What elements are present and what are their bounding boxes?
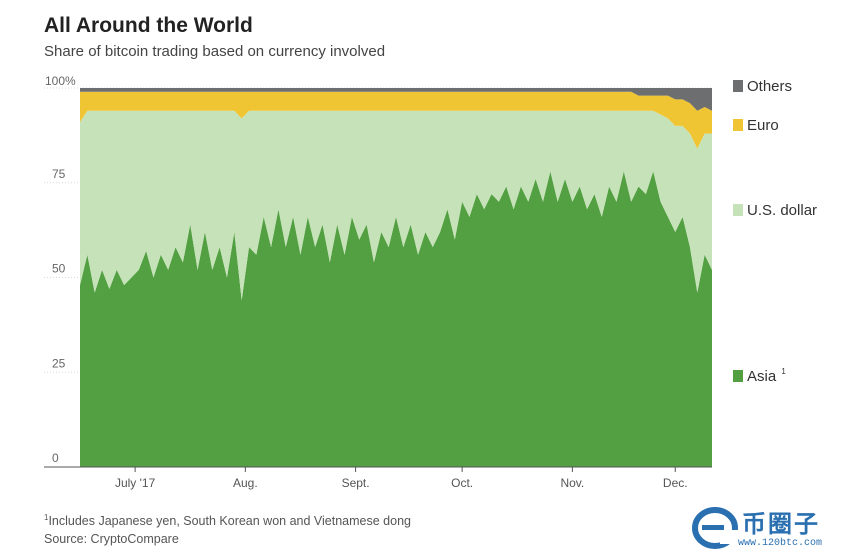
legend-swatch-u-s-dollar xyxy=(733,204,743,216)
area-euro xyxy=(80,91,712,149)
x-tick-label-july: July '17 xyxy=(115,476,156,490)
chart-title: All Around the World xyxy=(44,14,253,37)
e-logo-icon xyxy=(692,507,738,549)
area-u-s-dollar xyxy=(80,110,712,301)
watermark-logo: 币圈子 www.120btc.com xyxy=(690,500,840,555)
x-tick-label-nov: Nov. xyxy=(560,476,584,490)
footnote: 1Includes Japanese yen, South Korean won… xyxy=(44,513,411,529)
watermark-url: www.120btc.com xyxy=(738,538,823,549)
x-tick-label-dec: Dec. xyxy=(663,476,688,490)
legend-label-euro: Euro xyxy=(747,117,779,134)
source-note: Source: CryptoCompare xyxy=(44,532,179,546)
legend-label-asia: Asia xyxy=(747,368,777,385)
legend-marker-asia: 1 xyxy=(781,367,786,376)
legend-swatch-euro xyxy=(733,119,743,131)
x-tick-label-oct: Oct. xyxy=(451,476,473,490)
y-tick-label-75: 75 xyxy=(52,167,66,181)
legend-label-others: Others xyxy=(747,78,792,95)
y-tick-label-50: 50 xyxy=(52,262,66,276)
area-asia xyxy=(80,171,712,467)
y-tick-label-25: 25 xyxy=(52,356,66,370)
y-tick-label-0: 0 xyxy=(52,451,59,465)
y-tick-label-100: 100% xyxy=(45,74,76,88)
area-others xyxy=(80,88,712,111)
legend-label-u-s-dollar: U.S. dollar xyxy=(747,202,817,219)
x-tick-label-aug: Aug. xyxy=(233,476,258,490)
legend-swatch-others xyxy=(733,80,743,92)
chart-subtitle: Share of bitcoin trading based on curren… xyxy=(44,43,386,60)
x-tick-label-sept: Sept. xyxy=(342,476,370,490)
watermark-text: 币圈子 xyxy=(742,511,820,538)
legend-swatch-asia xyxy=(733,370,743,382)
